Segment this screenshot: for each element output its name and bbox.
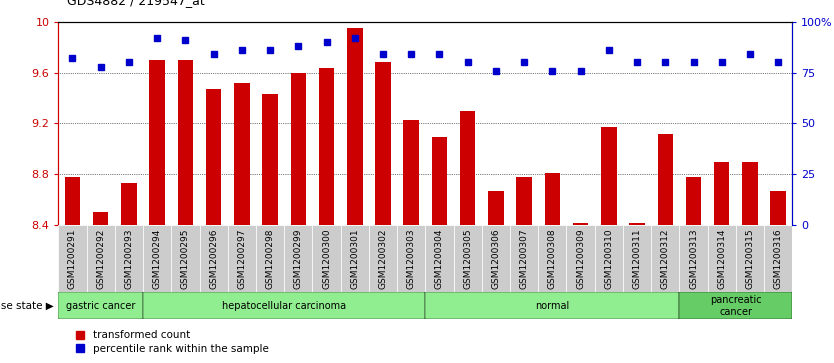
Text: GSM1200299: GSM1200299 (294, 228, 303, 289)
Text: GSM1200316: GSM1200316 (774, 228, 782, 289)
Bar (516, 177, 532, 225)
FancyBboxPatch shape (143, 292, 425, 319)
Text: GSM1200309: GSM1200309 (576, 228, 585, 289)
FancyBboxPatch shape (256, 225, 284, 292)
Text: GDS4882 / 219547_at: GDS4882 / 219547_at (67, 0, 204, 7)
Text: GSM1200311: GSM1200311 (632, 228, 641, 289)
Text: GSM1200295: GSM1200295 (181, 228, 190, 289)
Bar (93, 212, 108, 225)
Text: GSM1200298: GSM1200298 (265, 228, 274, 289)
FancyBboxPatch shape (58, 292, 143, 319)
FancyBboxPatch shape (228, 225, 256, 292)
FancyBboxPatch shape (707, 225, 736, 292)
Text: GSM1200296: GSM1200296 (209, 228, 219, 289)
Text: hepatocellular carcinoma: hepatocellular carcinoma (222, 301, 346, 311)
Text: GSM1200314: GSM1200314 (717, 228, 726, 289)
Text: GSM1200294: GSM1200294 (153, 228, 162, 289)
Bar (178, 60, 193, 225)
Bar (290, 73, 306, 225)
FancyBboxPatch shape (425, 292, 680, 319)
FancyBboxPatch shape (313, 225, 340, 292)
Text: disease state ▶: disease state ▶ (0, 301, 54, 311)
Bar (347, 28, 363, 225)
FancyBboxPatch shape (482, 225, 510, 292)
Text: pancreatic
cancer: pancreatic cancer (710, 295, 761, 317)
Text: GSM1200292: GSM1200292 (96, 228, 105, 289)
Text: gastric cancer: gastric cancer (66, 301, 135, 311)
FancyBboxPatch shape (538, 225, 566, 292)
Text: GSM1200306: GSM1200306 (491, 228, 500, 289)
Text: GSM1200305: GSM1200305 (463, 228, 472, 289)
Bar (460, 111, 475, 225)
FancyBboxPatch shape (680, 225, 707, 292)
Text: GSM1200310: GSM1200310 (605, 228, 613, 289)
FancyBboxPatch shape (454, 225, 482, 292)
Bar (375, 62, 391, 225)
Text: GSM1200312: GSM1200312 (661, 228, 670, 289)
FancyBboxPatch shape (171, 225, 199, 292)
FancyBboxPatch shape (425, 225, 454, 292)
Text: GSM1200291: GSM1200291 (68, 228, 77, 289)
FancyBboxPatch shape (566, 225, 595, 292)
Bar (630, 223, 645, 225)
FancyBboxPatch shape (143, 225, 171, 292)
FancyBboxPatch shape (340, 225, 369, 292)
Text: GSM1200304: GSM1200304 (435, 228, 444, 289)
FancyBboxPatch shape (199, 225, 228, 292)
Text: GSM1200303: GSM1200303 (407, 228, 415, 289)
Text: normal: normal (535, 301, 570, 311)
FancyBboxPatch shape (595, 225, 623, 292)
FancyBboxPatch shape (369, 225, 397, 292)
Bar (121, 183, 137, 225)
Text: GSM1200315: GSM1200315 (746, 228, 755, 289)
Bar (657, 134, 673, 225)
FancyBboxPatch shape (623, 225, 651, 292)
Text: GSM1200301: GSM1200301 (350, 228, 359, 289)
Bar (545, 173, 560, 225)
FancyBboxPatch shape (764, 225, 792, 292)
Bar (404, 119, 419, 225)
Bar (206, 89, 221, 225)
Bar (601, 127, 616, 225)
Text: GSM1200307: GSM1200307 (520, 228, 529, 289)
Text: GSM1200313: GSM1200313 (689, 228, 698, 289)
FancyBboxPatch shape (284, 225, 313, 292)
Legend: transformed count, percentile rank within the sample: transformed count, percentile rank withi… (72, 326, 273, 358)
FancyBboxPatch shape (680, 292, 792, 319)
FancyBboxPatch shape (736, 225, 764, 292)
FancyBboxPatch shape (87, 225, 115, 292)
Bar (686, 177, 701, 225)
FancyBboxPatch shape (510, 225, 538, 292)
FancyBboxPatch shape (397, 225, 425, 292)
Bar (488, 191, 504, 225)
Bar (263, 94, 278, 225)
FancyBboxPatch shape (651, 225, 680, 292)
FancyBboxPatch shape (58, 225, 87, 292)
Bar (771, 191, 786, 225)
Text: GSM1200297: GSM1200297 (238, 228, 246, 289)
Bar (573, 223, 588, 225)
Bar (234, 83, 249, 225)
Text: GSM1200308: GSM1200308 (548, 228, 557, 289)
FancyBboxPatch shape (115, 225, 143, 292)
Text: GSM1200293: GSM1200293 (124, 228, 133, 289)
Bar (149, 60, 165, 225)
Bar (714, 162, 730, 225)
Text: GSM1200300: GSM1200300 (322, 228, 331, 289)
Bar (432, 137, 447, 225)
Text: GSM1200302: GSM1200302 (379, 228, 388, 289)
Bar (65, 177, 80, 225)
Bar (319, 68, 334, 225)
Bar (742, 162, 758, 225)
